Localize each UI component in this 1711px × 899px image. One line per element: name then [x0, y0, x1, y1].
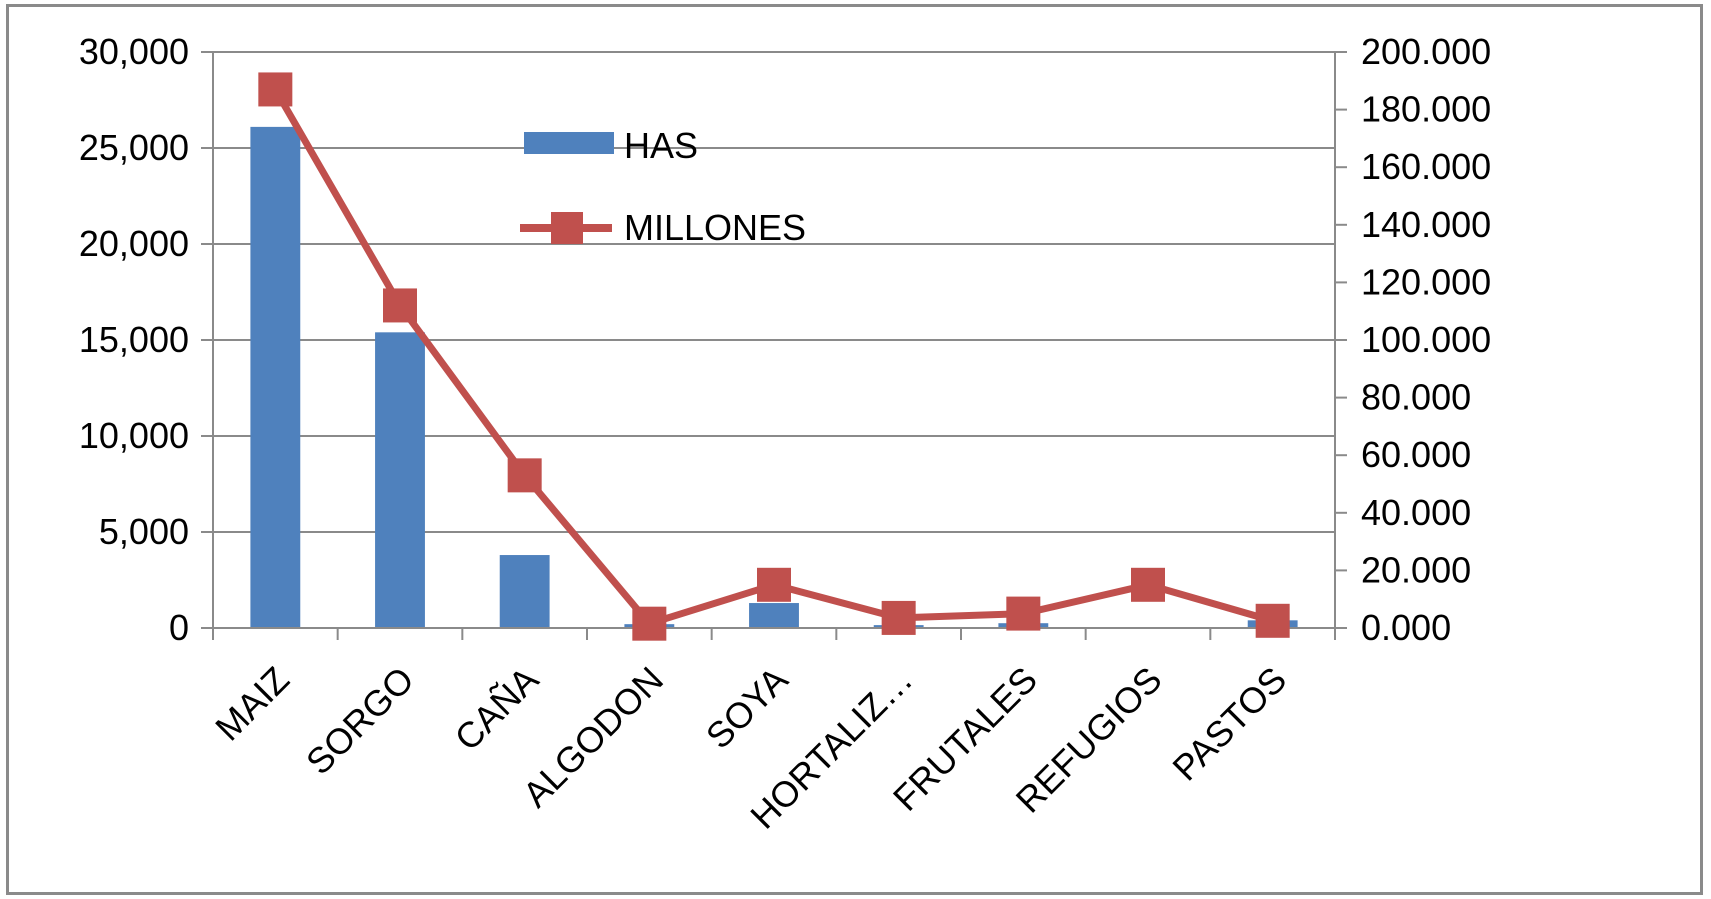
line-millones [258, 72, 1290, 641]
legend-swatch-millones-marker [551, 212, 583, 244]
x-axis-tick-label: CAÑA [447, 659, 547, 759]
x-axis-tick-label: SORGO [298, 659, 422, 783]
right-axis-tick-label: 40.000 [1361, 492, 1471, 533]
left-axis-tick-labels: 0 5,000 10,000 15,000 20,000 25,000 30,000 [79, 31, 189, 648]
marker-millones [1131, 567, 1165, 602]
right-axis-tick-label: 140.000 [1361, 204, 1491, 245]
marker-millones [632, 606, 667, 641]
marker-millones [881, 600, 916, 635]
legend: HAS MILLONES [520, 125, 806, 248]
legend-label-has: HAS [624, 125, 698, 166]
left-axis-tick-label: 10,000 [79, 415, 189, 456]
legend-swatch-has [524, 132, 614, 154]
axes [201, 51, 1347, 640]
bar-has [749, 603, 799, 628]
right-axis-tick-label: 60.000 [1361, 434, 1471, 475]
right-axis-tick-label: 120.000 [1361, 261, 1491, 302]
bar-has [499, 555, 550, 628]
right-axis-tick-label: 200.000 [1361, 31, 1491, 72]
marker-millones [383, 288, 417, 323]
left-axis-tick-label: 30,000 [79, 31, 189, 72]
right-axis-tick-label: 160.000 [1361, 146, 1491, 187]
right-axis-tick-label: 100.000 [1361, 319, 1491, 360]
left-axis-tick-label: 0 [169, 607, 189, 648]
x-axis-tick-label: SOYA [698, 659, 796, 757]
right-axis-tick-labels: 0.000 20.000 40.000 60.000 80.000 100.000 120.… [1361, 31, 1491, 648]
bars-has [250, 126, 1298, 628]
bar-has [375, 332, 425, 628]
x-axis-tick-label: MAIZ [207, 659, 297, 749]
marker-millones [507, 458, 542, 493]
left-axis-tick-label: 5,000 [99, 511, 189, 552]
bar-has [250, 126, 301, 628]
x-axis-tick-label: PASTOS [1164, 659, 1294, 789]
left-axis-tick-label: 25,000 [79, 127, 189, 168]
legend-label-millones: MILLONES [624, 207, 806, 248]
left-axis-tick-label: 15,000 [79, 319, 189, 360]
right-axis-tick-label: 180.000 [1361, 89, 1491, 130]
marker-millones [757, 567, 791, 602]
marker-millones [1255, 603, 1290, 638]
right-axis-tick-label: 0.000 [1361, 607, 1451, 648]
marker-millones [258, 72, 293, 107]
marker-millones [1006, 596, 1041, 631]
right-axis-tick-label: 20.000 [1361, 549, 1471, 590]
right-axis-tick-label: 80.000 [1361, 377, 1471, 418]
left-axis-tick-label: 20,000 [79, 223, 189, 264]
